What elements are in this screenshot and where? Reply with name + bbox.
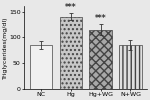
Y-axis label: Triglycerides(mg/dl): Triglycerides(mg/dl) xyxy=(3,16,8,79)
Bar xyxy=(89,30,112,89)
Bar xyxy=(60,17,82,89)
Text: ***: *** xyxy=(95,14,106,24)
Bar xyxy=(30,45,52,89)
Bar xyxy=(119,45,142,89)
Text: ***: *** xyxy=(65,3,77,12)
